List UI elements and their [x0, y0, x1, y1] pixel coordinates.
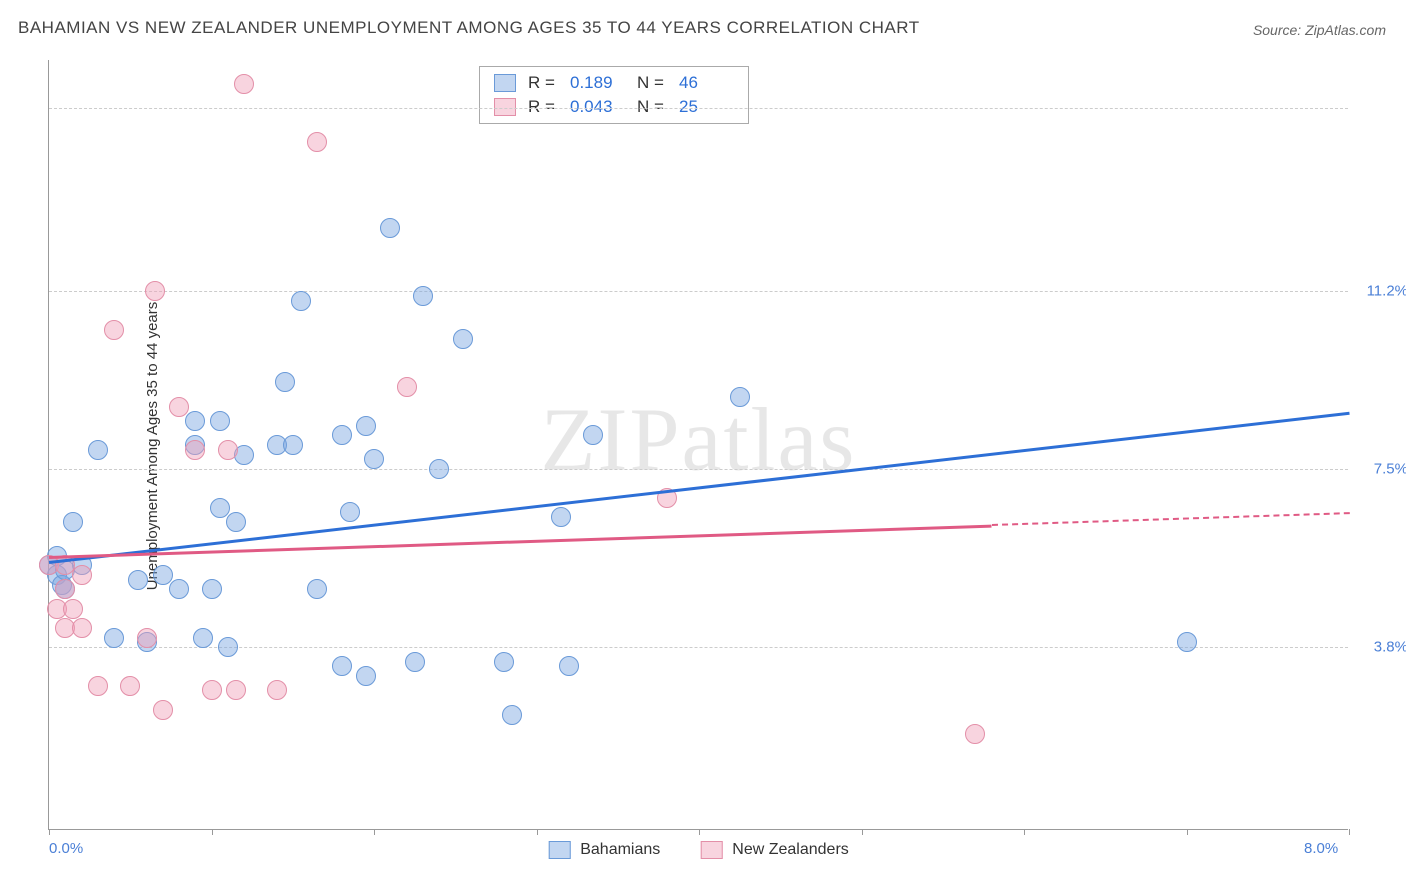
legend-swatch: [700, 841, 722, 859]
data-point: [413, 286, 433, 306]
legend-item: New Zealanders: [700, 841, 849, 859]
x-tick-mark: [212, 829, 213, 835]
data-point: [88, 676, 108, 696]
n-value: 25: [679, 97, 734, 117]
data-point: [137, 628, 157, 648]
data-point: [730, 387, 750, 407]
y-tick-label: 7.5%: [1374, 461, 1406, 478]
x-tick-mark: [699, 829, 700, 835]
r-label: R =: [528, 97, 558, 117]
data-point: [429, 459, 449, 479]
x-tick-mark: [374, 829, 375, 835]
gridline-horizontal: [49, 108, 1348, 109]
y-tick-label: 3.8%: [1374, 639, 1406, 656]
chart-title: BAHAMIAN VS NEW ZEALANDER UNEMPLOYMENT A…: [18, 18, 920, 38]
gridline-horizontal: [49, 291, 1348, 292]
x-tick-mark: [1024, 829, 1025, 835]
r-value: 0.043: [570, 97, 625, 117]
data-point: [453, 329, 473, 349]
data-point: [169, 397, 189, 417]
correlation-legend-row: R = 0.043 N = 25: [494, 95, 734, 119]
scatter-plot-area: ZIPatlas R =0.189N =46R =0.043N =25 Baha…: [48, 60, 1348, 830]
data-point: [380, 218, 400, 238]
x-tick-label: 0.0%: [49, 840, 83, 857]
data-point: [356, 416, 376, 436]
legend-label: New Zealanders: [732, 841, 849, 859]
data-point: [202, 680, 222, 700]
data-point: [559, 656, 579, 676]
data-point: [55, 579, 75, 599]
r-label: R =: [528, 73, 558, 93]
x-tick-mark: [862, 829, 863, 835]
data-point: [218, 637, 238, 657]
trend-line-extrapolated: [991, 512, 1349, 526]
data-point: [307, 579, 327, 599]
data-point: [275, 372, 295, 392]
series-legend: Bahamians New Zealanders: [548, 841, 849, 859]
data-point: [307, 132, 327, 152]
data-point: [551, 507, 571, 527]
x-tick-mark: [49, 829, 50, 835]
data-point: [72, 618, 92, 638]
data-point: [210, 498, 230, 518]
data-point: [145, 281, 165, 301]
data-point: [234, 74, 254, 94]
data-point: [267, 680, 287, 700]
data-point: [583, 425, 603, 445]
trend-line: [49, 524, 992, 558]
x-tick-mark: [537, 829, 538, 835]
r-value: 0.189: [570, 73, 625, 93]
x-tick-mark: [1349, 829, 1350, 835]
data-point: [120, 676, 140, 696]
data-point: [494, 652, 514, 672]
source-attribution: Source: ZipAtlas.com: [1253, 22, 1386, 38]
data-point: [291, 291, 311, 311]
data-point: [226, 680, 246, 700]
data-point: [63, 599, 83, 619]
data-point: [502, 705, 522, 725]
legend-item: Bahamians: [548, 841, 660, 859]
correlation-legend-row: R = 0.189 N = 46: [494, 71, 734, 95]
legend-label: Bahamians: [580, 841, 660, 859]
data-point: [169, 579, 189, 599]
data-point: [153, 700, 173, 720]
correlation-legend: R = 0.189 N = 46 R = 0.043 N = 25: [479, 66, 749, 124]
x-tick-mark: [1187, 829, 1188, 835]
trend-line: [49, 411, 1349, 563]
x-tick-label: 8.0%: [1304, 840, 1338, 857]
data-point: [283, 435, 303, 455]
data-point: [1177, 632, 1197, 652]
data-point: [72, 565, 92, 585]
data-point: [364, 449, 384, 469]
data-point: [128, 570, 148, 590]
legend-swatch: [548, 841, 570, 859]
gridline-horizontal: [49, 469, 1348, 470]
data-point: [332, 425, 352, 445]
data-point: [218, 440, 238, 460]
data-point: [185, 440, 205, 460]
data-point: [340, 502, 360, 522]
data-point: [153, 565, 173, 585]
data-point: [226, 512, 246, 532]
legend-swatch: [494, 98, 516, 116]
data-point: [104, 320, 124, 340]
n-label: N =: [637, 73, 667, 93]
y-tick-label: 11.2%: [1367, 283, 1406, 300]
data-point: [185, 411, 205, 431]
data-point: [356, 666, 376, 686]
data-point: [88, 440, 108, 460]
legend-swatch: [494, 74, 516, 92]
data-point: [397, 377, 417, 397]
data-point: [63, 512, 83, 532]
data-point: [210, 411, 230, 431]
data-point: [193, 628, 213, 648]
data-point: [202, 579, 222, 599]
n-value: 46: [679, 73, 734, 93]
n-label: N =: [637, 97, 667, 117]
gridline-horizontal: [49, 647, 1348, 648]
data-point: [104, 628, 124, 648]
data-point: [405, 652, 425, 672]
data-point: [965, 724, 985, 744]
data-point: [332, 656, 352, 676]
